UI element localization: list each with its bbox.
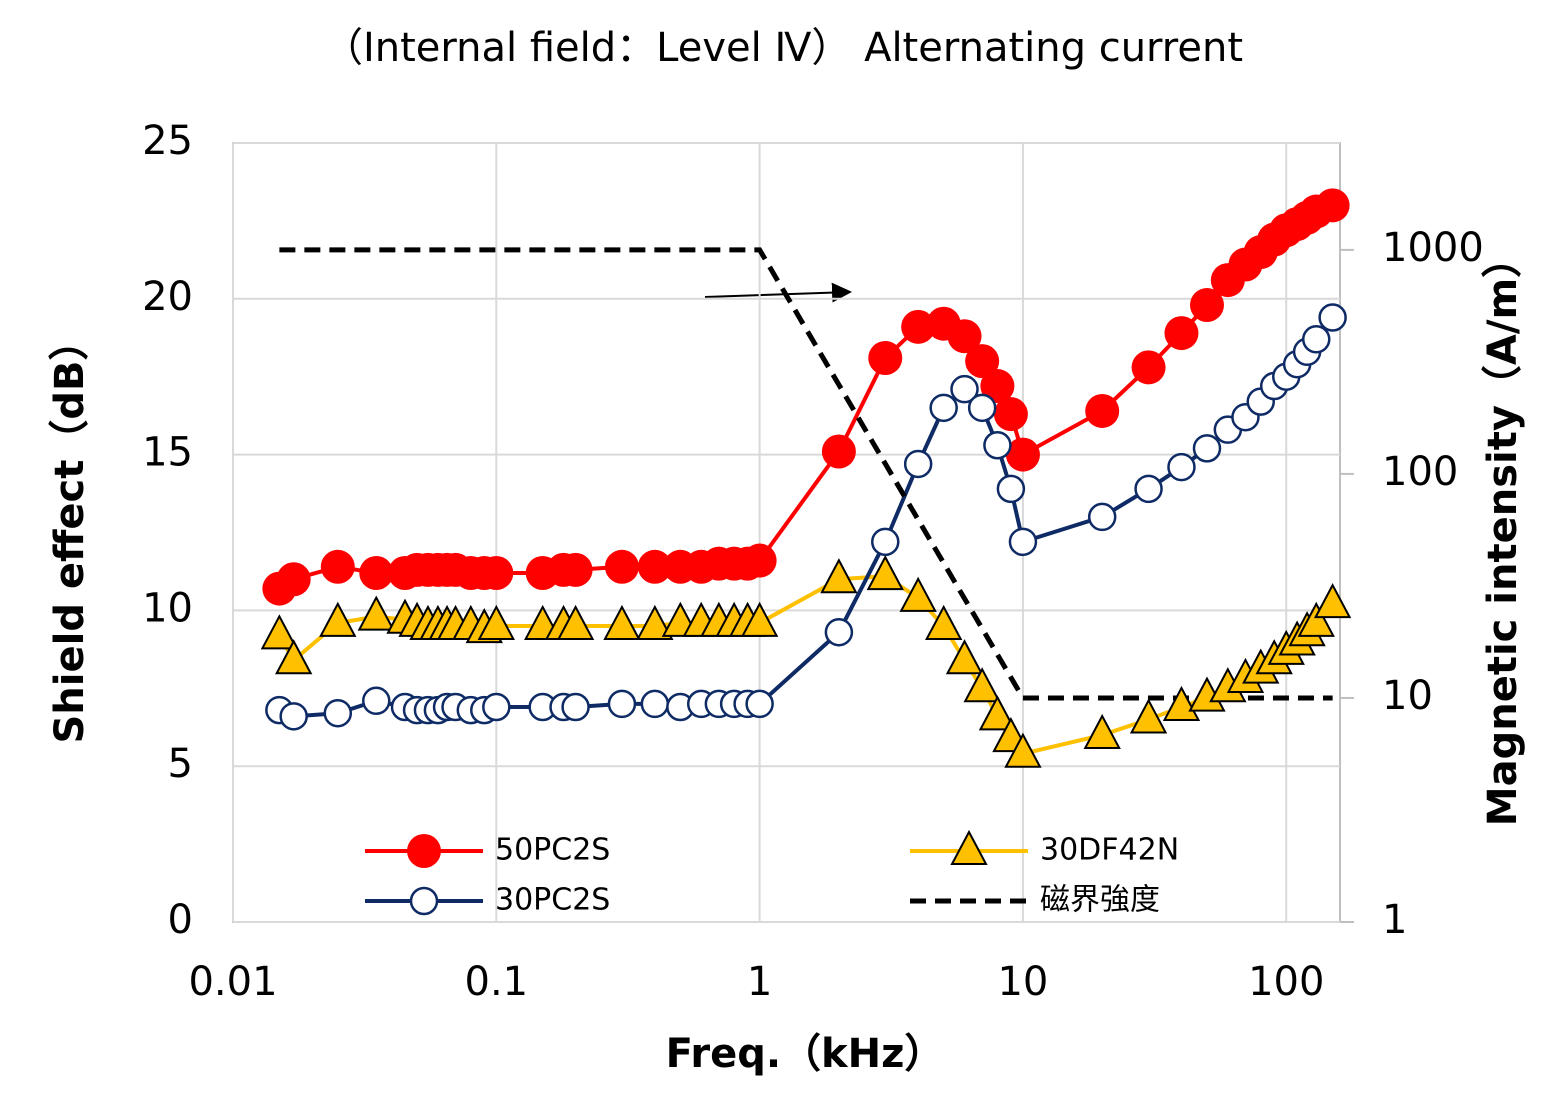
data-point xyxy=(636,604,674,640)
data-point xyxy=(1162,685,1201,721)
data-point xyxy=(1297,601,1335,637)
data-point xyxy=(1318,303,1347,332)
data-point xyxy=(1167,452,1196,482)
data-point xyxy=(640,689,670,719)
data-point xyxy=(820,558,858,594)
legend-marker xyxy=(950,829,988,865)
y2-tick-label: 100 xyxy=(1382,449,1458,495)
data-point xyxy=(477,604,515,640)
data-point xyxy=(967,393,997,423)
data-point xyxy=(637,549,672,584)
data-point xyxy=(260,614,299,650)
data-point xyxy=(482,692,511,722)
data-point xyxy=(980,369,1015,404)
y2-tick-label: 1000 xyxy=(1382,225,1484,271)
x-tick-label: 100 xyxy=(1248,959,1324,1005)
data-point xyxy=(275,639,313,675)
y-tick-label: 5 xyxy=(168,741,193,787)
data-point xyxy=(1189,288,1224,323)
data-point xyxy=(323,698,353,728)
data-point xyxy=(824,617,854,647)
data-point xyxy=(603,604,641,640)
data-point xyxy=(1313,583,1352,619)
series-line xyxy=(278,316,1335,719)
data-point xyxy=(745,689,774,719)
data-point xyxy=(929,393,958,423)
legend-marker xyxy=(407,834,441,868)
data-point xyxy=(950,374,979,404)
y-axis-title: Shield effect（dB） xyxy=(47,320,93,743)
data-point xyxy=(925,604,963,640)
data-point xyxy=(558,552,593,587)
y-tick-label: 10 xyxy=(142,585,193,631)
data-point xyxy=(1087,502,1117,532)
data-point xyxy=(1005,437,1040,472)
y2-tick-label: 10 xyxy=(1382,673,1433,719)
y-tick-label: 15 xyxy=(142,430,193,476)
plot-area xyxy=(232,142,1341,923)
data-point xyxy=(983,431,1012,460)
data-point xyxy=(276,562,311,597)
data-point xyxy=(556,604,595,640)
y2-axis-title: Magnetic intensity（A/m） xyxy=(1480,238,1526,826)
data-point xyxy=(821,434,856,469)
data-point xyxy=(1131,350,1166,385)
y-tick-label: 25 xyxy=(142,118,193,164)
data-point xyxy=(1164,316,1199,351)
data-point xyxy=(866,554,904,591)
data-point xyxy=(1302,325,1331,354)
data-point xyxy=(319,601,357,637)
data-point xyxy=(279,702,308,731)
legend-label: 50PC2S xyxy=(495,833,610,868)
data-point xyxy=(1134,474,1163,504)
data-point xyxy=(1083,713,1121,750)
data-point xyxy=(479,556,514,591)
data-point xyxy=(320,549,355,584)
y2-tick-label: 1 xyxy=(1382,897,1407,943)
data-point xyxy=(1085,393,1120,428)
legend-label: 30DF42N xyxy=(1040,833,1179,868)
data-point xyxy=(604,549,639,584)
data-point xyxy=(359,556,394,591)
legend-label: 磁界強度 xyxy=(1040,883,1160,918)
y-tick-label: 0 xyxy=(168,897,193,943)
x-tick-label: 10 xyxy=(997,959,1048,1005)
data-point xyxy=(1008,527,1038,557)
data-point xyxy=(1315,188,1350,223)
x-tick-label: 0.1 xyxy=(465,959,529,1005)
data-point xyxy=(742,543,777,578)
x-axis-title: Freq.（kHz） xyxy=(666,1031,945,1077)
series-line xyxy=(277,574,1335,756)
data-point xyxy=(978,695,1017,731)
data-point xyxy=(1129,698,1168,734)
chart-title: （Internal field：Level Ⅳ） Alternating cur… xyxy=(323,25,1243,71)
data-point xyxy=(561,692,590,722)
data-point xyxy=(362,686,391,716)
data-point xyxy=(963,667,1001,703)
x-tick-label: 0.01 xyxy=(188,959,277,1005)
data-point xyxy=(740,601,779,637)
data-point xyxy=(1004,732,1042,768)
data-point xyxy=(871,527,900,557)
annotation-arrow xyxy=(704,282,852,303)
data-point xyxy=(899,576,937,612)
data-point xyxy=(965,344,1000,379)
data-point xyxy=(945,639,984,675)
data-point xyxy=(868,341,903,376)
data-point xyxy=(947,319,982,354)
y-tick-label: 20 xyxy=(142,274,193,320)
data-point xyxy=(993,397,1028,432)
data-point xyxy=(357,595,395,631)
data-point xyxy=(903,449,933,479)
data-point xyxy=(607,689,637,719)
series-line xyxy=(278,203,1334,591)
legend-label: 30PC2S xyxy=(495,883,610,918)
legend-marker xyxy=(409,886,439,916)
x-tick-label: 1 xyxy=(747,959,772,1005)
data-point xyxy=(901,309,936,344)
data-point xyxy=(996,474,1026,504)
data-point xyxy=(1192,434,1222,463)
